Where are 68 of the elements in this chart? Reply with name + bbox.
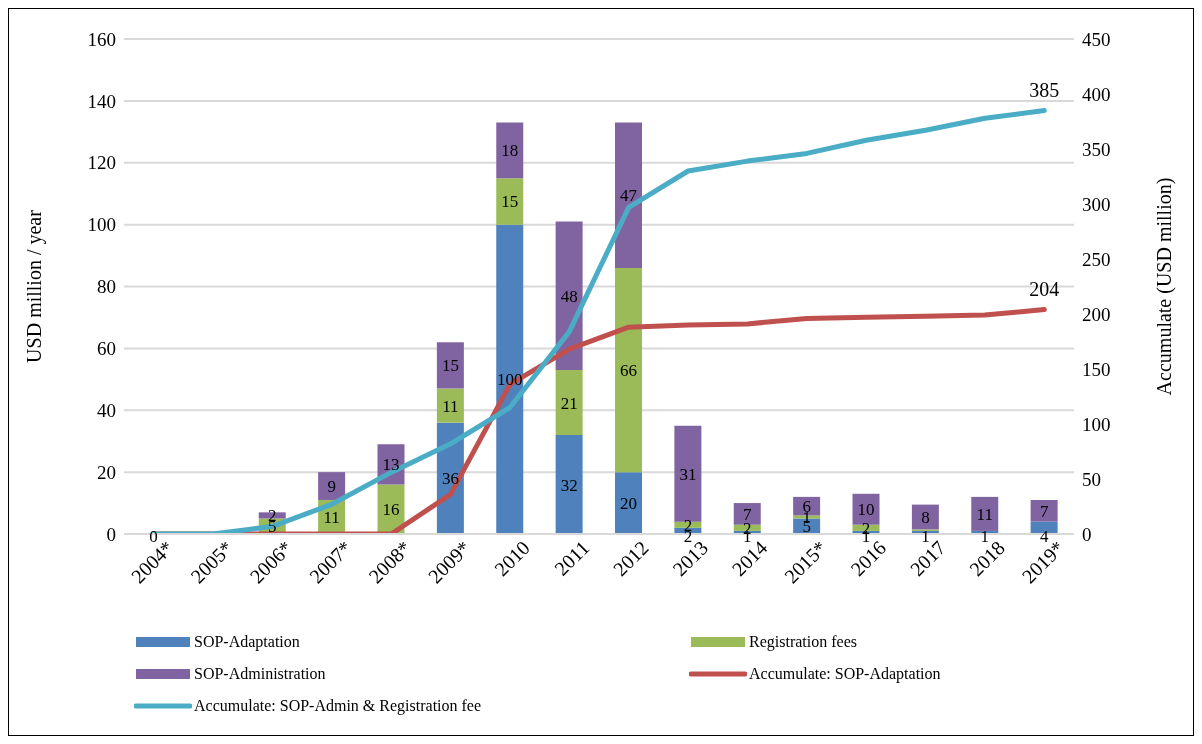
y-tick-label: 60 [97,338,116,360]
data-label: 204 [1029,277,1060,300]
y2-tick-label: 100 [1082,413,1111,435]
y2-tick-label: 350 [1082,138,1111,160]
data-label: 31 [679,464,697,484]
y2-axis-title: Accumulate (USD million) [1153,177,1177,396]
bar [258,512,286,519]
data-label: 13 [382,455,400,475]
data-label: 10 [857,500,875,520]
y-tick-label: 40 [97,399,116,421]
data-label: 11 [323,507,340,527]
data-label: 48 [560,286,578,306]
bar [1030,499,1058,522]
legend-label: Accumulate: SOP-Adaptation [749,665,941,683]
data-label: 4 [1039,527,1049,546]
y2-tick-label: 300 [1082,193,1111,215]
y-tick-label: 20 [97,461,116,483]
y-axis-title: USD million / year [23,209,47,363]
y2-tick-label: 450 [1082,28,1111,50]
data-label: 47 [620,186,638,206]
legend-label: SOP-Administration [194,665,326,683]
y-tick-label: 100 [87,214,116,236]
bar [615,122,642,268]
data-label: 8 [921,507,930,527]
bar [615,472,642,534]
data-label: 20 [620,494,637,514]
data-label: 32 [560,475,578,495]
y-tick-label: 140 [87,90,116,112]
y-tick-label: 120 [87,152,116,174]
bar [496,178,524,225]
data-label: 9 [327,477,336,497]
legend-label: SOP-Adaptation [194,633,300,651]
bar [436,388,464,423]
y2-tick-label: 0 [1082,523,1092,545]
bar [436,342,464,389]
data-label: 66 [620,361,637,381]
y2-tick-label: 400 [1082,83,1111,105]
legend-label: Registration fees [749,633,857,651]
bar [674,425,702,522]
x-tick-label: 2011 [550,536,594,580]
y2-tick-label: 200 [1082,303,1111,325]
bar [555,435,583,534]
data-label: 11 [442,396,459,416]
bar [615,267,642,473]
data-label: 1 [921,527,930,546]
data-label: 0 [149,527,158,546]
bar [555,370,583,435]
y-tick-label: 0 [106,523,116,545]
data-label: 11 [976,504,993,524]
y2-tick-label: 50 [1082,468,1101,490]
data-label: 1 [980,527,989,546]
data-label: 7 [743,504,752,524]
data-label: 21 [560,393,578,413]
data-label: 18 [501,141,519,161]
data-label: 16 [382,500,400,520]
bar [733,503,761,525]
data-label: 385 [1029,78,1060,101]
bar [496,122,524,179]
bar [971,496,999,531]
y2-tick-label: 250 [1082,248,1111,270]
bar [496,224,524,534]
legend-label: Accumulate: SOP-Admin & Registration fee [194,697,482,715]
y-tick-label: 160 [87,28,116,50]
data-label: 15 [501,192,519,212]
data-label: 7 [1039,501,1049,521]
y-tick-label: 80 [97,276,116,298]
data-label: 15 [441,356,459,376]
y2-tick-label: 150 [1082,358,1111,380]
